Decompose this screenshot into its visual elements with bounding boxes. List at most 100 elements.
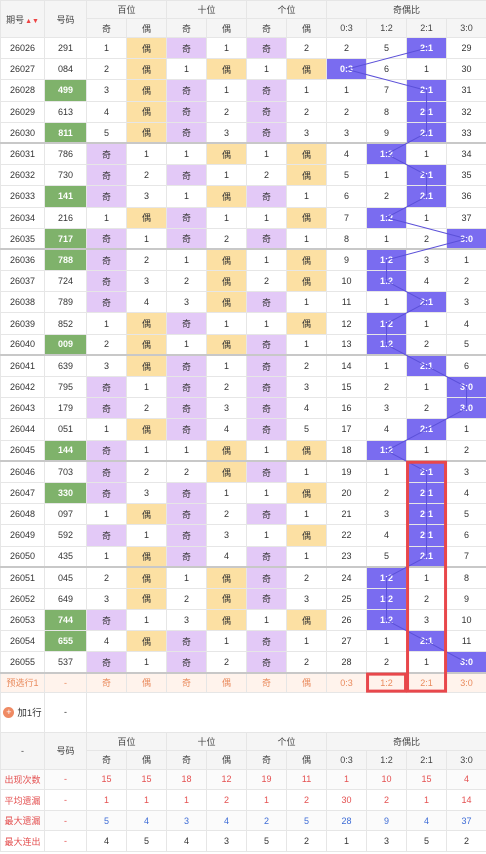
cell-col-9: 5 [446, 333, 486, 357]
cell-col-2: 奇 [166, 79, 208, 102]
footer-tens-header: 十位 [166, 731, 248, 751]
cell-col-2: 奇 [166, 481, 208, 505]
number-cell: 639 [44, 354, 87, 378]
cell-col-5: 偶 [286, 206, 328, 229]
footer-subheader-1: 偶 [125, 749, 168, 770]
cell-col-2: 2 [166, 460, 208, 483]
add-row-button[interactable]: + 加1行 [0, 691, 45, 733]
add-row-control[interactable]: + 加1行 [3, 705, 42, 720]
number-cell: 330 [44, 481, 87, 505]
cell-col-2: 奇 [166, 164, 208, 187]
table-row: 26029 613 4 偶奇 2 奇 2 2 8 2:1 32 [0, 100, 486, 123]
stat-value-5: 2 [286, 830, 328, 852]
cell-col-6: 19 [326, 460, 368, 483]
number-cell: 291 [44, 36, 87, 60]
prediction-toggle-5[interactable]: 偶 [286, 672, 328, 693]
cell-col-5: 偶 [286, 248, 328, 272]
stat-value-4: 19 [246, 768, 288, 791]
cell-col-4: 奇 [246, 79, 288, 102]
cell-col-2: 3 [166, 291, 208, 314]
cell-col-9: 9 [446, 587, 486, 611]
cell-col-5: 偶 [286, 142, 328, 166]
cell-col-5: 2 [286, 100, 328, 123]
number-cell: 009 [44, 333, 87, 357]
cell-col-5: 偶 [286, 58, 328, 81]
issue-header[interactable]: 期号▲▼ [0, 0, 45, 38]
cell-col-3: 1 [206, 312, 248, 335]
table-row: 26044 051 1 偶奇 4 奇 5 17 4 2:1 1 [0, 418, 486, 441]
cell-col-7: 1:2 [366, 206, 408, 229]
cell-col-3: 3 [206, 524, 248, 547]
cell-col-6: 11 [326, 291, 368, 314]
stat-value-6: 1 [326, 768, 368, 791]
cell-col-9: 11 [446, 630, 486, 653]
cell-col-6: 16 [326, 397, 368, 420]
number-cell: 730 [44, 164, 87, 187]
cell-col-4: 1 [246, 142, 288, 166]
prediction-row-label: 预选行1 [0, 672, 45, 693]
cell-col-3: 1 [206, 630, 248, 653]
number-header: 号码 [44, 0, 87, 38]
prediction-toggle-4[interactable]: 奇 [246, 672, 288, 693]
plus-circle-icon: + [3, 706, 15, 718]
prediction-toggle-2[interactable]: 奇 [166, 672, 208, 693]
cell-col-6: 17 [326, 418, 368, 441]
cell-col-7: 2 [366, 651, 408, 675]
prediction-toggle-3[interactable]: 偶 [206, 672, 248, 693]
issue-cell: 26030 [0, 121, 45, 145]
cell-col-2: 奇 [166, 545, 208, 569]
table-row: 26050 435 1 偶奇 4 奇 1 23 5 2:1 7 [0, 545, 486, 569]
table-row: 26048 097 1 偶奇 2 奇 1 21 3 2:1 5 [0, 503, 486, 526]
cell-col-9: 10 [446, 609, 486, 632]
cell-col-3: 4 [206, 545, 248, 569]
cell-col-4: 奇 [246, 100, 288, 123]
cell-col-3: 1 [206, 354, 248, 378]
cell-col-5: 1 [286, 503, 328, 526]
number-cell: 216 [44, 206, 87, 229]
cell-col-2: 3 [166, 609, 208, 632]
stat-value-8: 4 [406, 809, 448, 832]
cell-col-5: 1 [286, 291, 328, 314]
cell-col-7: 3 [366, 503, 408, 526]
sort-caret-icon[interactable]: ▲▼ [25, 17, 39, 25]
cell-col-6: 22 [326, 524, 368, 547]
cell-col-2: 1 [166, 333, 208, 357]
number-cell: 789 [44, 291, 87, 314]
stat-value-4: 2 [246, 809, 288, 832]
stat-value-3: 3 [206, 830, 248, 852]
cell-col-3: 偶 [206, 333, 248, 357]
stat-value-9: 37 [446, 809, 486, 832]
number-cell: 717 [44, 227, 87, 251]
cell-col-8: 2:1 [406, 503, 448, 526]
stat-value-7: 2 [366, 789, 408, 811]
stat-value-3: 12 [206, 768, 248, 791]
cell-col-1: 2 [125, 164, 168, 187]
prediction-toggle-0[interactable]: 奇 [86, 672, 127, 693]
add-row-label: 加1行 [17, 708, 42, 720]
prediction-toggle-6[interactable]: 0:3 [326, 672, 368, 693]
cell-col-1: 2 [125, 460, 168, 483]
cell-col-4: 1 [246, 609, 288, 632]
cell-col-0: 奇 [86, 291, 127, 314]
cell-col-1: 4 [125, 291, 168, 314]
cell-col-6: 1 [326, 79, 368, 102]
cell-col-0: 奇 [86, 439, 127, 463]
cell-col-2: 奇 [166, 503, 208, 526]
cell-col-8: 2:1 [406, 418, 448, 441]
number-cell: 649 [44, 587, 87, 611]
issue-cell: 26050 [0, 545, 45, 569]
prediction-toggle-1[interactable]: 偶 [125, 672, 168, 693]
issue-cell: 26046 [0, 460, 45, 483]
prediction-toggle-7[interactable]: 1:2 [366, 672, 408, 693]
cell-col-3: 偶 [206, 460, 248, 483]
prediction-toggle-9[interactable]: 3:0 [446, 672, 486, 693]
table-row: 26026 291 1 偶奇 1 奇 2 2 5 2:1 29 [0, 36, 486, 60]
cell-col-9: 2 [446, 439, 486, 463]
cell-col-5: 2 [286, 651, 328, 675]
cell-col-3: 偶 [206, 185, 248, 208]
issue-cell: 26026 [0, 36, 45, 60]
prediction-toggle-8[interactable]: 2:1 [406, 672, 448, 693]
number-cell: 499 [44, 79, 87, 102]
cell-col-2: 奇 [166, 206, 208, 229]
stat-number: - [44, 830, 87, 852]
